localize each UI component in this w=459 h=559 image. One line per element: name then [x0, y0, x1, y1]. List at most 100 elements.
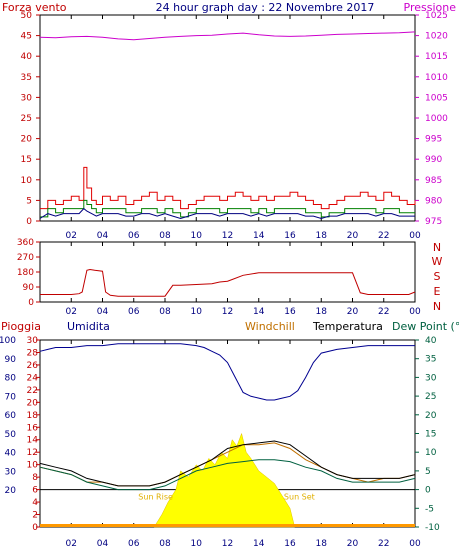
x-tick-label: 06	[128, 539, 140, 549]
y-tick-label-left: 20	[21, 135, 33, 145]
x-tick-label: 10	[191, 231, 203, 241]
y-tick-label-left: 40	[21, 52, 33, 62]
humidity-tick-label: 100	[0, 336, 16, 346]
compass-label: N	[433, 241, 441, 254]
series-wind-line	[39, 207, 415, 220]
x-tick-label: 16	[284, 231, 296, 241]
series-wind-avg	[40, 199, 415, 218]
y-tick-label-right: 975	[425, 217, 442, 227]
temp-tick-label: -10	[425, 523, 440, 533]
y-tick-label-left: 270	[17, 253, 34, 263]
temp-tick-label: 20	[425, 411, 437, 421]
rain-tick-label: 30	[27, 336, 39, 346]
series-dewpoint	[39, 459, 416, 491]
y-tick-label-left: 360	[17, 238, 34, 248]
y-tick-label-right: 980	[425, 196, 442, 206]
x-tick-label: 06	[128, 231, 140, 241]
temp-tick-label: 5	[425, 467, 431, 477]
temp-tick-label: 40	[425, 336, 437, 346]
x-tick-label: 18	[316, 539, 328, 549]
x-tick-label: 12	[222, 231, 233, 241]
x-tick-label: 16	[284, 539, 296, 549]
humidity-tick-label: 80	[5, 374, 17, 384]
y-tick-label-right: 1000	[425, 114, 448, 124]
x-tick-label: 04	[97, 231, 109, 241]
x-tick-label: 02	[66, 307, 77, 317]
y-tick-label-right: 985	[425, 176, 442, 186]
x-tick-label: 08	[159, 231, 171, 241]
y-tick-label-left: 10	[21, 176, 33, 186]
x-tick-label: 06	[128, 307, 140, 317]
sun-annotation: Sun Rise	[138, 493, 173, 502]
humidity-tick-label: 20	[5, 486, 17, 496]
dewpoint-label: Dew Point (°C	[392, 320, 459, 333]
rain-tick-label: 4	[32, 498, 38, 508]
y-tick-label-right: 1005	[425, 93, 448, 103]
y-tick-label-left: 0	[26, 217, 32, 227]
rain-tick-label: 8	[32, 473, 38, 483]
rain-tick-label: 12	[27, 448, 38, 458]
temp-tick-label: 30	[425, 373, 437, 383]
y-tick-label-left: 30	[21, 93, 33, 103]
x-tick-label: 22	[378, 231, 389, 241]
y-tick-label-right: 1015	[425, 52, 448, 62]
rain-tick-label: 26	[27, 361, 39, 371]
rain-tick-label: 6	[32, 486, 38, 496]
y-tick-label-right: 1020	[425, 32, 448, 42]
rain-tick-label: 2	[32, 511, 38, 521]
rain-tick-label: 14	[27, 436, 39, 446]
x-tick-label: 02	[66, 231, 77, 241]
x-tick-label: 02	[66, 539, 77, 549]
humidity-tick-label: 30	[5, 467, 17, 477]
x-tick-label: 00	[409, 307, 421, 317]
y-tick-label-right: 995	[425, 135, 442, 145]
y-tick-label-left: 25	[21, 114, 32, 124]
series-solar	[153, 432, 296, 528]
x-tick-label: 08	[159, 539, 171, 549]
temperature-label: Temperatura	[312, 320, 383, 333]
x-tick-label: 04	[97, 539, 109, 549]
rain-baseline	[40, 524, 415, 527]
temp-tick-label: 0	[425, 486, 431, 496]
x-tick-label: 18	[316, 307, 328, 317]
x-tick-label: 00	[409, 231, 421, 241]
y-tick-label-left: 35	[21, 73, 32, 83]
y-tick-label-right: 1010	[425, 73, 448, 83]
x-tick-label: 16	[284, 307, 296, 317]
y-tick-label-left: 90	[23, 283, 35, 293]
humidity-tick-label: 40	[5, 449, 17, 459]
temp-tick-label: 35	[425, 355, 436, 365]
compass-label: N	[433, 300, 441, 313]
x-tick-label: 20	[347, 231, 359, 241]
rain-tick-label: 28	[27, 348, 39, 358]
compass-label: S	[434, 270, 441, 283]
windchill-label: Windchill	[245, 320, 295, 333]
x-tick-label: 08	[159, 307, 171, 317]
x-tick-label: 04	[97, 307, 109, 317]
humidity-tick-label: 60	[5, 411, 17, 421]
wind-axis-title: Forza vento	[2, 1, 67, 14]
humidity-tick-label: 70	[5, 392, 17, 402]
x-tick-label: 14	[253, 539, 265, 549]
series-direction	[40, 268, 416, 297]
rain-tick-label: 22	[27, 386, 38, 396]
temp-tick-label: 15	[425, 430, 436, 440]
y-tick-label-left: 5	[26, 196, 32, 206]
x-tick-label: 00	[409, 539, 421, 549]
x-tick-label: 10	[191, 307, 203, 317]
x-tick-label: 20	[347, 539, 359, 549]
rain-tick-label: 10	[27, 461, 39, 471]
chart-title: 24 hour graph day : 22 Novembre 2017	[156, 1, 375, 14]
rain-tick-label: 18	[27, 411, 39, 421]
series-humidity	[39, 343, 415, 401]
x-tick-label: 22	[378, 539, 389, 549]
rain-tick-label: 0	[32, 523, 38, 533]
x-tick-label: 20	[347, 307, 359, 317]
y-tick-label-left: 50	[21, 11, 33, 21]
pressure-axis-title: Pressione	[404, 1, 457, 14]
rain-tick-label: 20	[27, 398, 39, 408]
compass-label: E	[434, 285, 441, 298]
series-wind-gust	[40, 166, 416, 210]
wind-pressure-plot-area	[39, 14, 416, 222]
